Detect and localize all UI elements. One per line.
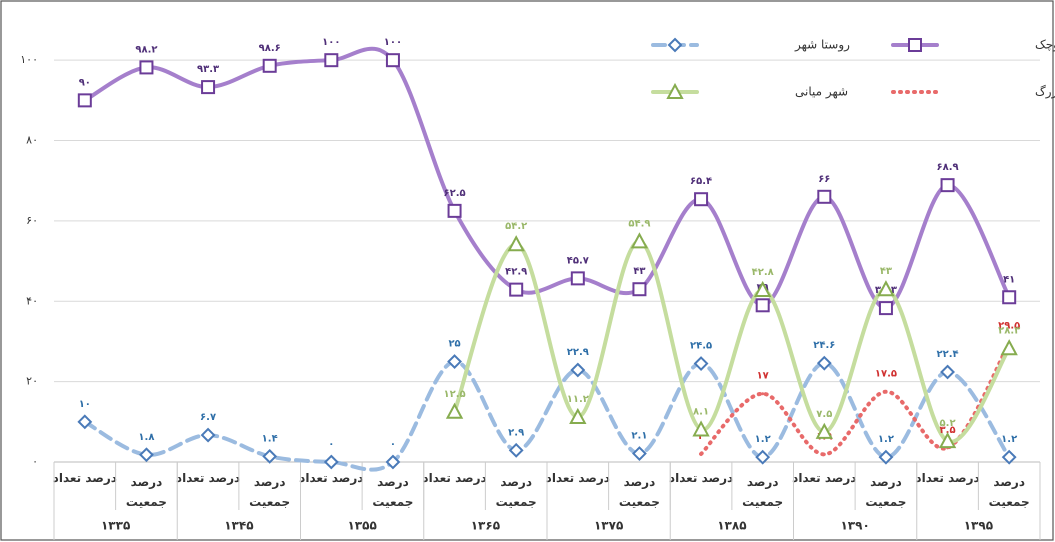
- value-label: ۴۳: [880, 266, 892, 277]
- value-label: ۱۰۰: [322, 37, 340, 48]
- value-label: ۵۴.۲: [505, 221, 527, 232]
- value-label: ۱۰۰: [384, 37, 402, 48]
- marker: [880, 302, 892, 314]
- marker: [325, 54, 337, 66]
- value-label: ۹۳.۳: [197, 64, 219, 75]
- value-label: ۶۸.۹: [937, 162, 959, 173]
- value-label: ۲۵: [448, 339, 460, 350]
- marker: [572, 272, 584, 284]
- group-label: ۱۳۹۵: [964, 519, 993, 533]
- marker: [633, 283, 645, 295]
- x-tick-label: درصد تعداد: [546, 471, 610, 485]
- y-tick-label: ۱۰۰: [20, 53, 38, 66]
- value-label: ۴۳: [633, 266, 645, 277]
- value-label: ۰: [390, 439, 396, 450]
- value-label: ۰: [328, 439, 334, 450]
- group-label: ۱۳۸۵: [717, 519, 746, 533]
- marker: [264, 60, 276, 72]
- y-tick-label: ۸۰: [26, 134, 38, 147]
- value-label: ۱۱.۲: [567, 394, 589, 405]
- legend-label: شهر کوچک: [1035, 38, 1055, 53]
- marker: [818, 191, 830, 203]
- x-tick-label: درصد تعداد: [299, 471, 363, 485]
- x-tick-label: درصد تعداد: [915, 471, 979, 485]
- group-label: ۱۳۳۵: [101, 519, 130, 533]
- value-label: ۲۸.۳: [998, 325, 1020, 336]
- value-label: ۱.۲: [755, 434, 771, 445]
- marker: [387, 54, 399, 66]
- value-label: ۲۴.۵: [690, 341, 712, 352]
- marker: [700, 452, 703, 455]
- legend-label: شهر بزرگ: [1035, 85, 1055, 100]
- x-tick-label: درصد تعداد: [53, 471, 117, 485]
- value-label: ۴۵.۷: [567, 255, 589, 266]
- marker: [1003, 291, 1015, 303]
- value-label: ۶.۷: [200, 412, 216, 423]
- value-label: ۱۰: [79, 399, 91, 410]
- x-tick-label: درصد تعداد: [792, 471, 856, 485]
- value-label: ۶۶: [818, 174, 830, 185]
- value-label: ۲.۹: [508, 427, 524, 438]
- value-label: ۲۴.۶: [813, 340, 835, 351]
- value-label: ۸.۱: [693, 406, 709, 417]
- marker: [202, 81, 214, 93]
- marker: [79, 94, 91, 106]
- group-label: ۱۳۶۵: [471, 519, 500, 533]
- value-label: ۲۲.۹: [567, 347, 589, 358]
- value-label: ۱.۲: [878, 434, 894, 445]
- marker: [140, 61, 152, 73]
- marker: [761, 392, 764, 395]
- marker: [449, 205, 461, 217]
- x-tick-label: درصد تعداد: [422, 471, 486, 485]
- value-label: ۱.۸: [138, 432, 154, 443]
- group-label: ۱۳۹۰: [840, 519, 869, 533]
- value-label: ۶۲.۵: [444, 188, 466, 199]
- group-label: ۱۳۵۵: [347, 519, 376, 533]
- value-label: ۶۵.۴: [690, 176, 712, 187]
- value-label: ۹۸.۶: [259, 43, 281, 54]
- value-label: ۲.۱: [631, 431, 647, 442]
- marker: [942, 179, 954, 191]
- value-label: ۹۸.۲: [135, 44, 157, 55]
- marker: [695, 193, 707, 205]
- value-label: ۷.۵: [816, 409, 832, 420]
- value-label: ۹۰: [79, 77, 91, 88]
- y-tick-label: ۲۰: [26, 375, 38, 388]
- value-label: ۲۲.۴: [937, 349, 959, 360]
- value-label: ۵.۲: [940, 418, 956, 429]
- value-label: ۴۲.۸: [752, 267, 774, 278]
- legend-marker: [909, 39, 921, 51]
- x-tick-label: درصد تعداد: [176, 471, 240, 485]
- value-label: ۱۲.۵: [444, 389, 466, 400]
- legend-label: شهر میانی: [795, 85, 848, 100]
- marker: [823, 453, 826, 456]
- chart: ۰۲۰۴۰۶۰۸۰۱۰۰درصد تعداددرصدجمعیتدرصد تعدا…: [0, 0, 1055, 542]
- y-tick-label: ۴۰: [26, 294, 38, 307]
- marker: [884, 390, 887, 393]
- value-label: ۱۷: [757, 371, 769, 382]
- legend-label: روستا شهر: [794, 38, 850, 53]
- group-label: ۱۳۷۵: [594, 519, 623, 533]
- marker: [757, 299, 769, 311]
- value-label: ۱.۲: [1001, 434, 1017, 445]
- value-label: ۱.۴: [262, 433, 278, 444]
- value-label: ۱۷.۵: [875, 369, 897, 380]
- y-tick-label: ۶۰: [26, 214, 38, 227]
- marker: [510, 284, 522, 296]
- x-tick-label: درصد تعداد: [669, 471, 733, 485]
- value-label: ۴۲.۹: [505, 267, 527, 278]
- value-label: ۴۱: [1003, 274, 1015, 285]
- value-label: ۵۴.۹: [628, 218, 650, 229]
- group-label: ۱۳۴۵: [224, 519, 253, 533]
- y-tick-label: ۰: [32, 455, 38, 468]
